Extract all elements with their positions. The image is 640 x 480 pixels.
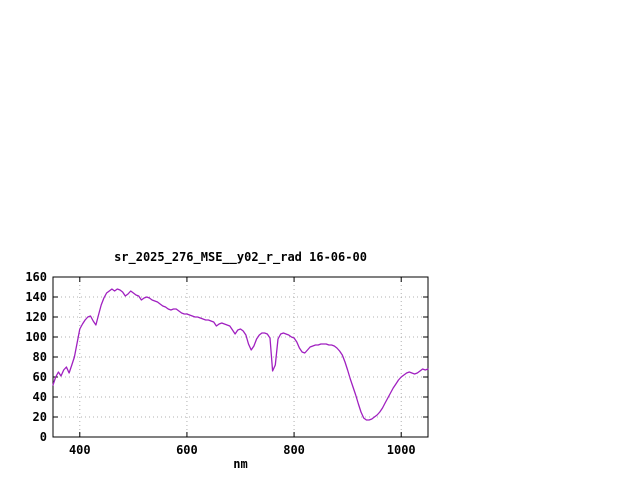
x-tick-label: 800 [283,443,305,457]
y-tick-label: 80 [33,350,47,364]
x-axis-label: nm [233,457,248,471]
y-tick-label: 20 [33,410,47,424]
x-tick-label: 1000 [387,443,416,457]
x-tick-label: 600 [176,443,198,457]
y-tick-label: 120 [25,310,47,324]
y-tick-label: 100 [25,330,47,344]
y-tick-label: 60 [33,370,47,384]
y-tick-label: 0 [40,430,47,444]
y-tick-label: 160 [25,270,47,284]
x-tick-label: 400 [69,443,91,457]
y-tick-label: 140 [25,290,47,304]
y-tick-label: 40 [33,390,47,404]
chart-title: sr_2025_276_MSE__y02_r_rad 16-06-00 [114,250,367,264]
spectrum-line [52,288,429,421]
